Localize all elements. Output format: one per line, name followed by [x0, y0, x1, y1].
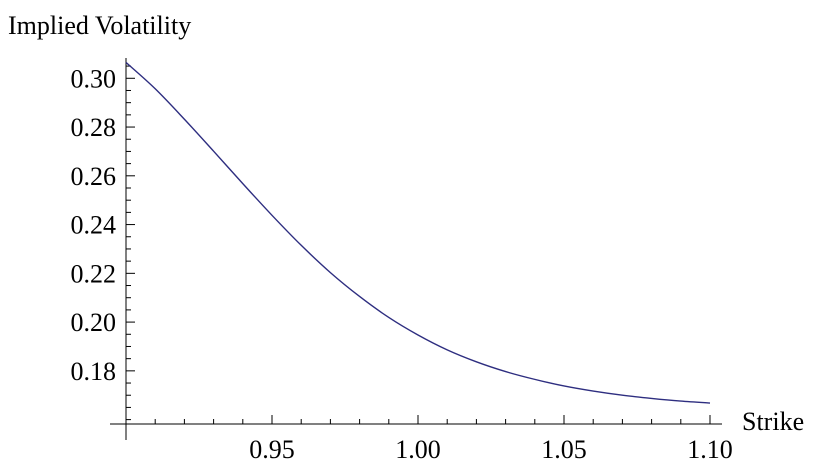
x-tick-label: 1.05 [541, 435, 587, 460]
y-axis-label: Implied Volatility [8, 11, 191, 40]
series-line [125, 61, 711, 404]
ticks [125, 65, 711, 424]
y-tick-label: 0.22 [71, 259, 117, 288]
y-tick-label: 0.30 [71, 64, 117, 93]
y-tick-label: 0.24 [71, 211, 117, 240]
x-axis-label: Strike [742, 407, 804, 436]
series-layer [125, 61, 711, 404]
y-tick-label: 0.20 [71, 308, 117, 337]
axes [110, 58, 722, 440]
y-tick-label: 0.18 [71, 357, 117, 386]
x-tick-label: 0.95 [249, 435, 295, 460]
x-tick-label: 1.00 [395, 435, 441, 460]
y-tick-label: 0.28 [71, 113, 117, 142]
x-tick-label: 1.10 [687, 435, 733, 460]
tick-labels: 0.95 1.00 1.05 1.10 0.18 0.20 0.22 0.24 0.26 0.28… [71, 64, 733, 460]
y-tick-label: 0.26 [71, 162, 117, 191]
